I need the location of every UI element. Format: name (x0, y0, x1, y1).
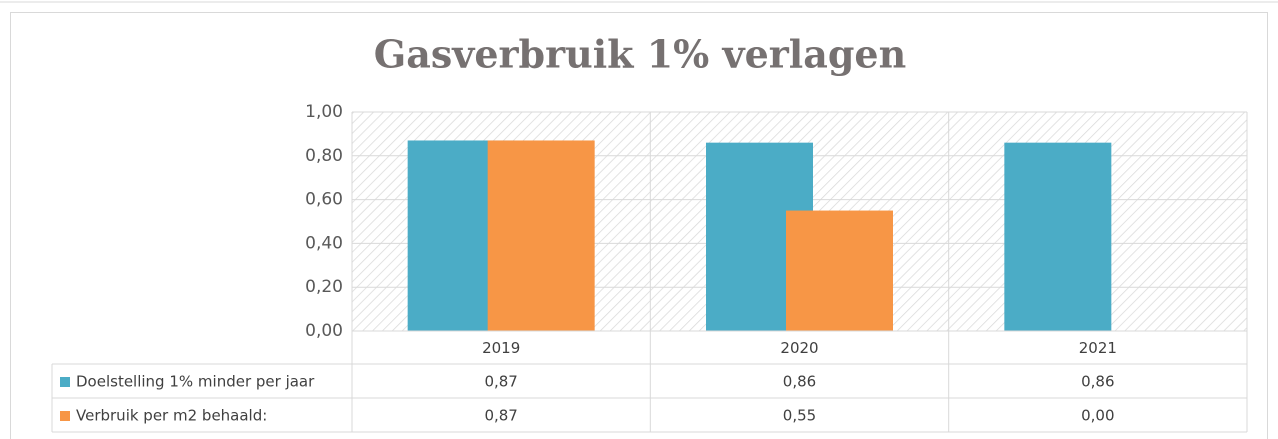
y-tick-label: 0,40 (305, 233, 343, 253)
x-tick-label: 2021 (1079, 339, 1117, 357)
legend-label: Doelstelling 1% minder per jaar (76, 373, 315, 391)
table-value: 0,87 (484, 373, 517, 391)
bar (1004, 142, 1112, 331)
legend-key (60, 377, 70, 387)
y-tick-label: 0,20 (305, 277, 343, 297)
legend-label: Verbruik per m2 behaald: (76, 407, 267, 425)
y-tick-label: 0,00 (305, 321, 343, 341)
x-tick-label: 2019 (482, 339, 520, 357)
bar (487, 140, 595, 331)
legend-key (60, 411, 70, 421)
bar (786, 210, 893, 331)
y-tick-label: 0,80 (305, 146, 343, 166)
table-value: 0,55 (783, 407, 816, 425)
table-value: 0,86 (1081, 373, 1114, 391)
table-value: 0,86 (783, 373, 816, 391)
y-tick-label: 0,60 (305, 190, 343, 210)
table-value: 0,87 (484, 407, 517, 425)
y-tick-label: 1,00 (305, 102, 343, 122)
chart-title: Gasverbruik 1% verlagen (374, 32, 906, 77)
table-value: 0,00 (1081, 407, 1114, 425)
x-tick-label: 2020 (780, 339, 818, 357)
